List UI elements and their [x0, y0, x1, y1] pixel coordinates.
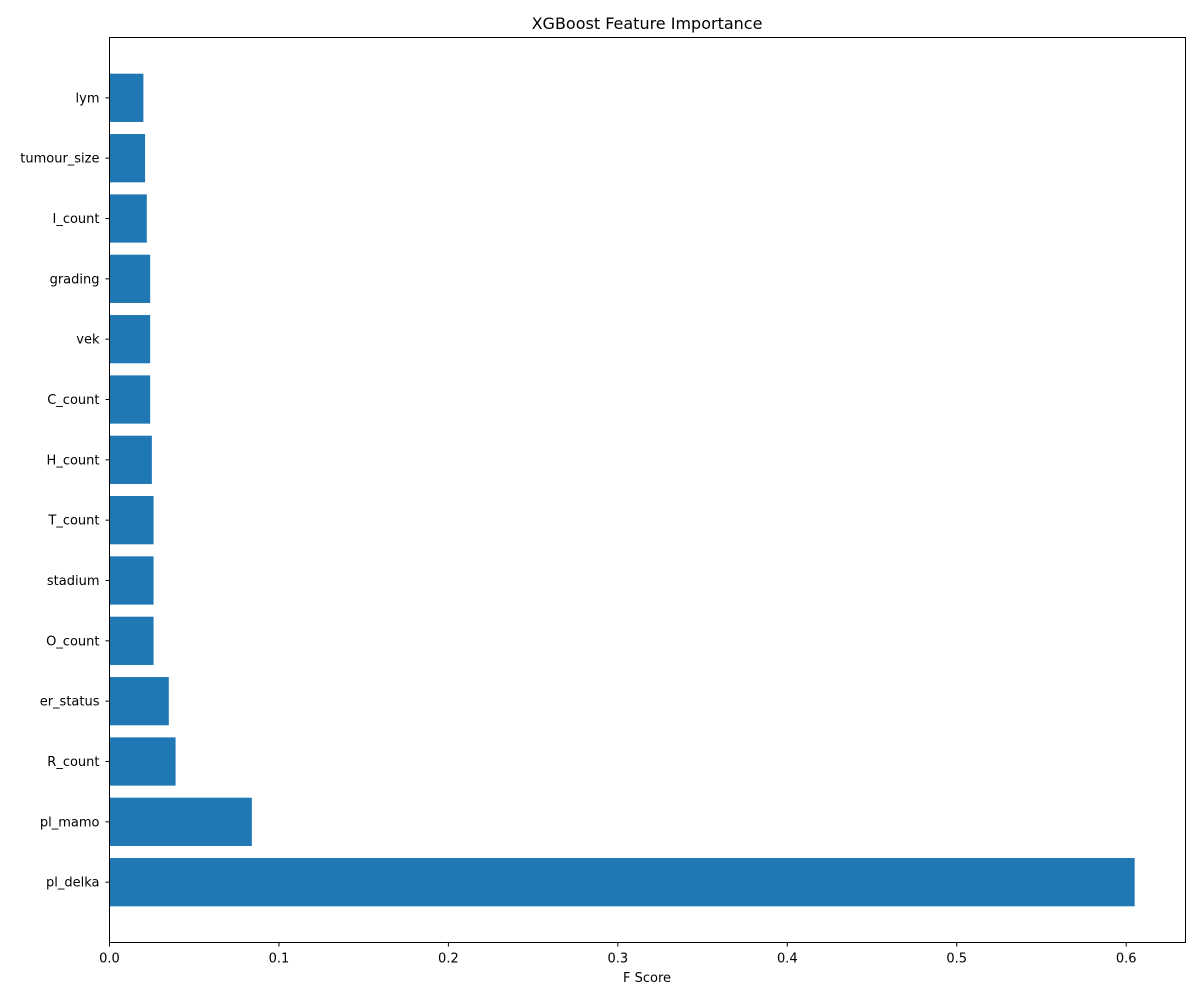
bar-R_count [109, 737, 176, 786]
y-tick-label: R_count [47, 755, 99, 770]
bar-O_count [109, 616, 154, 665]
y-tick-label: vek [76, 333, 100, 348]
y-tick-label: pl_mamo [40, 815, 100, 830]
y-tick-label: er_status [40, 695, 100, 710]
y-tick-label: H_count [47, 453, 100, 468]
chart-title: XGBoost Feature Importance [532, 14, 763, 33]
bar-T_count [109, 496, 154, 545]
y-tick-label: lym [76, 91, 100, 106]
x-tick-label: 0.4 [777, 952, 798, 967]
y-axis-ticks: pl_delka pl_mamo R_count er_status O_count st… [20, 91, 110, 891]
x-axis-ticks: 0.0 0.1 0.2 0.3 0.4 0.5 0.6 [99, 942, 1137, 967]
x-tick-label: 0.0 [99, 952, 120, 967]
y-tick-label: tumour_size [20, 152, 99, 167]
plot-area-frame [109, 37, 1186, 943]
bar-pl_delka [109, 858, 1135, 907]
bar-grading [109, 254, 151, 303]
y-tick-label: stadium [47, 574, 100, 589]
x-tick-label: 0.2 [438, 952, 459, 967]
y-tick-label: I_count [52, 212, 99, 227]
x-tick-label: 0.1 [269, 952, 290, 967]
bar-er_status [109, 677, 169, 726]
bar-pl_mamo [109, 797, 252, 846]
y-tick-label: grading [50, 272, 100, 287]
x-tick-label: 0.5 [946, 952, 967, 967]
y-tick-label: O_count [46, 634, 99, 649]
x-tick-label: 0.6 [1116, 952, 1137, 967]
y-tick-label: T_count [47, 514, 99, 529]
bar-stadium [109, 556, 154, 605]
bar-H_count [109, 435, 152, 484]
x-axis-label: F Score [623, 971, 671, 986]
bar-tumour_size [109, 134, 146, 183]
y-tick-label: C_count [47, 393, 99, 408]
bar-C_count [109, 375, 151, 424]
y-tick-label: pl_delka [46, 876, 100, 891]
bar-vek [109, 315, 151, 364]
bar-lym [109, 73, 144, 122]
bar-I_count [109, 194, 147, 243]
bars-group [109, 73, 1135, 907]
x-tick-label: 0.3 [608, 952, 629, 967]
